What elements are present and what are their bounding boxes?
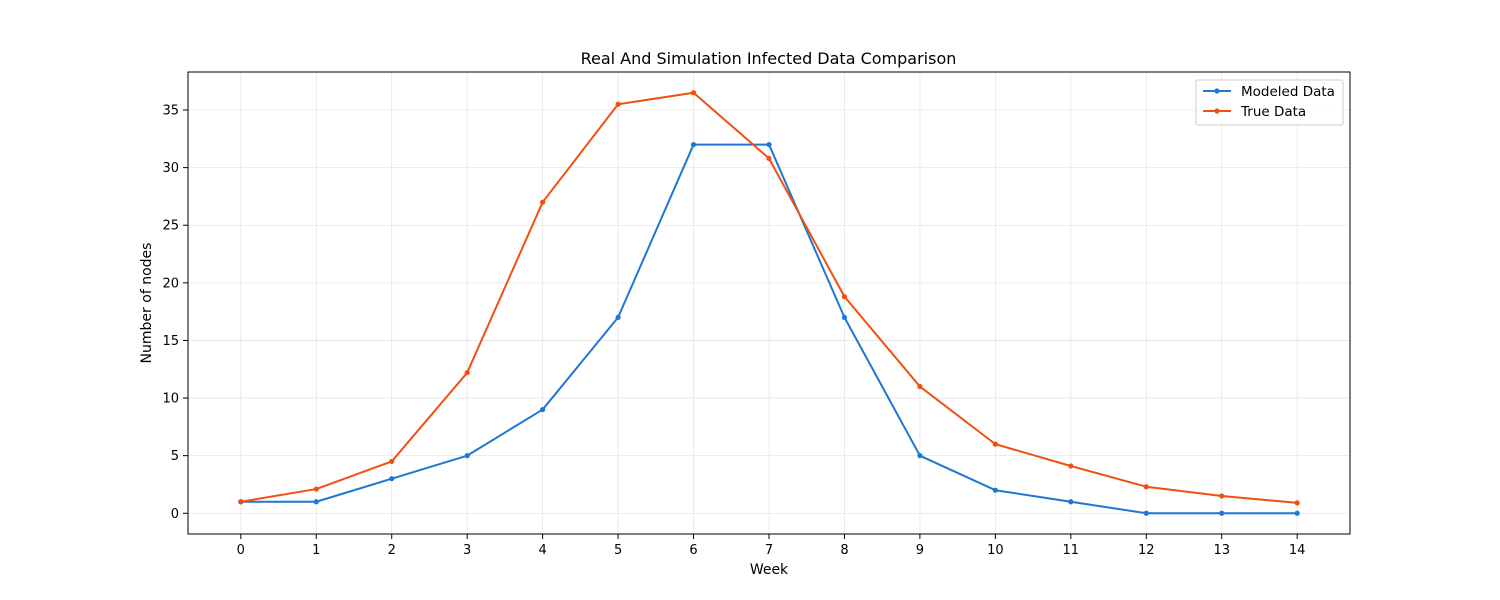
x-tick-label: 8 [840,543,848,558]
data-point [1219,510,1225,516]
x-tick-label: 10 [987,543,1004,558]
data-point [389,458,395,465]
data-point [1219,493,1225,499]
legend-marker-modeled [1214,88,1220,94]
x-tick-label: 6 [689,543,697,558]
y-tick-label: 10 [162,392,179,407]
x-tick-label: 13 [1213,543,1230,558]
data-point [1068,499,1074,505]
x-tick-label: 1 [312,543,320,558]
series-true-data [238,90,1300,506]
data-point [238,499,244,505]
legend-label-true: True Data [1240,104,1306,120]
data-point [1294,510,1300,516]
data-point [917,453,923,459]
y-tick-label: 5 [171,449,179,464]
data-point [917,383,923,390]
x-axis-label: Week [750,562,789,578]
legend-box [1195,79,1344,126]
data-point [766,155,772,162]
x-tick-label: 2 [388,543,396,558]
data-point [389,476,395,482]
grid [188,72,1350,534]
data-point [690,141,697,148]
data-point [1143,510,1149,516]
y-tick-label: 15 [162,334,179,349]
data-point [690,90,697,96]
data-point [464,370,470,376]
x-tick-label: 12 [1138,543,1155,558]
y-axis-label: Number of nodes [139,243,155,364]
data-point [464,453,470,459]
data-point [1068,463,1074,469]
data-point [841,314,848,321]
x-tick-label: 9 [916,543,924,558]
data-point [540,406,546,413]
data-point [615,101,621,107]
y-tick-label: 0 [171,507,179,522]
y-tick-label: 35 [162,104,179,119]
x-tick-label: 3 [463,543,471,558]
x-tick-label: 5 [614,543,622,558]
y-tick-label: 20 [162,276,179,291]
data-point [1294,500,1300,506]
legend-label-modeled: Modeled Data [1241,84,1335,100]
data-point [992,487,998,493]
data-point [841,294,848,300]
legend-marker-true [1214,108,1220,114]
y-tick-label: 30 [162,161,179,176]
x-tick-label: 14 [1289,543,1306,558]
x-tick-label: 0 [237,543,245,558]
data-point [992,441,998,447]
data-point [1143,484,1149,490]
x-tick-label: 4 [538,543,546,558]
data-point [313,486,319,492]
series-lines [238,90,1300,516]
data-point [615,314,621,321]
y-tick-label: 25 [162,219,179,234]
data-point [766,141,772,148]
data-point [313,499,319,505]
x-tick-label: 11 [1063,543,1080,558]
legend: Modeled Data True Data [1195,79,1344,126]
data-point [540,199,546,205]
chart-title: Real And Simulation Infected Data Compar… [581,49,957,68]
x-tick-label: 7 [765,543,773,558]
